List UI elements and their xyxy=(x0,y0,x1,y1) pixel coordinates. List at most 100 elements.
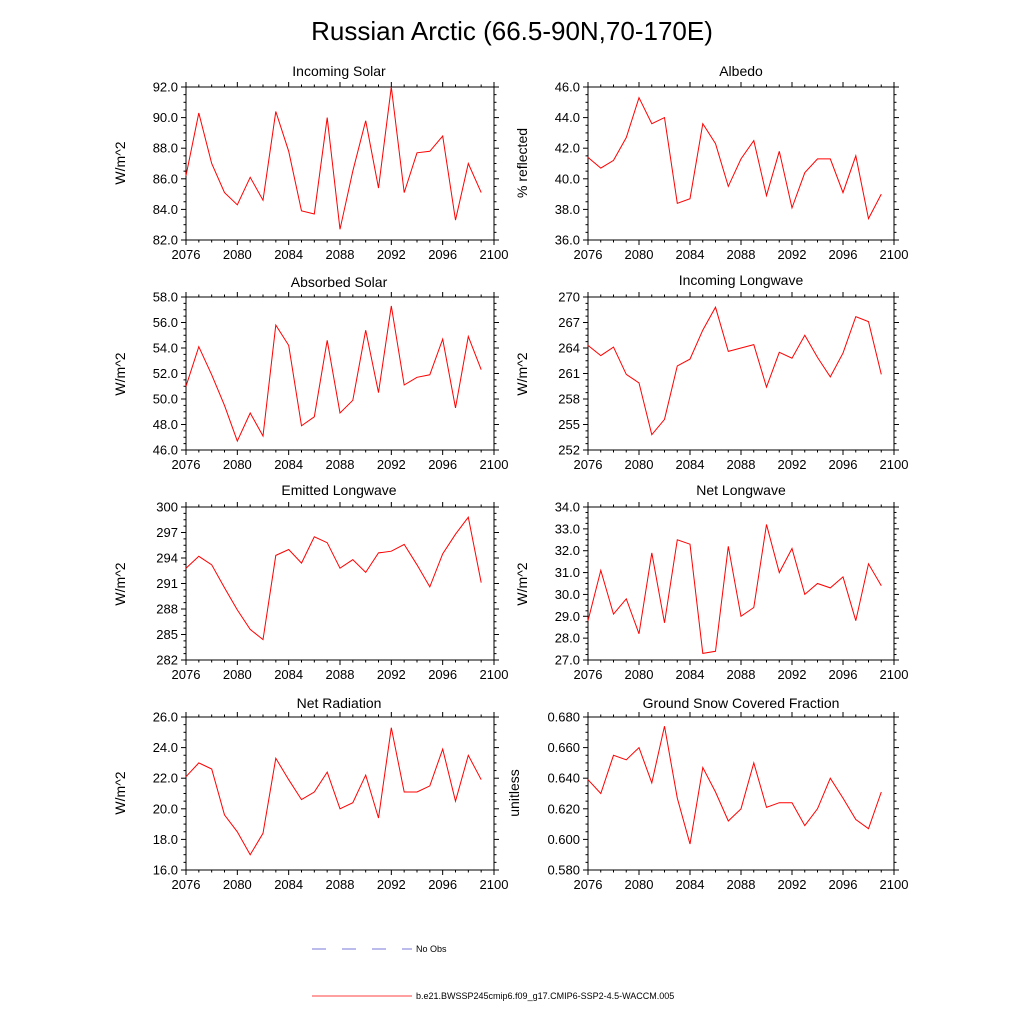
panel-title: Incoming Longwave xyxy=(679,272,804,288)
plot-area: 2076 2080 2084 2088 2092 2096 2100 46.0 48.0 50.0… xyxy=(153,290,509,473)
x-tick-label: 2100 xyxy=(480,877,509,892)
x-tick-label: 2076 xyxy=(172,877,201,892)
y-tick-label: 32.0 xyxy=(555,543,580,558)
panel-title: Incoming Solar xyxy=(292,63,386,79)
y-tick-label: 33.0 xyxy=(555,521,580,536)
plot-frame xyxy=(587,86,895,241)
y-tick-label: 0.620 xyxy=(547,801,580,816)
x-tick-label: 2080 xyxy=(223,457,252,472)
y-tick-label: 42.0 xyxy=(555,141,580,156)
plots: 2076 2080 2084 2088 2092 2096 2100 82.0 84.0 86.0… xyxy=(153,80,909,893)
panel-net-longwave: Net Longwave W/m^2 xyxy=(514,482,786,606)
panel-incoming-solar: Incoming Solar W/m^2 xyxy=(112,63,386,185)
x-tick-label: 2096 xyxy=(428,457,457,472)
panel-title: Albedo xyxy=(719,63,763,79)
y-tick-label: 282 xyxy=(156,653,178,668)
panel-net-radiation: Net Radiation W/m^2 xyxy=(112,695,381,815)
y-tick-label: 0.640 xyxy=(547,771,580,786)
y-tick-label: 56.0 xyxy=(153,315,178,330)
y-tick-label: 86.0 xyxy=(153,171,178,186)
x-tick-label: 2080 xyxy=(625,877,654,892)
plot-area: 2076 2080 2084 2088 2092 2096 2100 0.580 0.600 0.… xyxy=(547,710,908,893)
y-tick-label: 82.0 xyxy=(153,233,178,248)
plot-frame xyxy=(587,716,895,871)
x-tick-label: 2088 xyxy=(326,247,355,262)
y-tick-label: 46.0 xyxy=(555,80,580,95)
x-tick-label: 2076 xyxy=(172,667,201,682)
x-tick-label: 2084 xyxy=(676,247,705,262)
x-tick-label: 2088 xyxy=(727,877,756,892)
x-tick-label: 2096 xyxy=(829,457,858,472)
x-tick-label: 2096 xyxy=(428,877,457,892)
x-tick-label: 2076 xyxy=(574,877,603,892)
y-tick-label: 285 xyxy=(156,627,178,642)
x-tick-label: 2076 xyxy=(574,457,603,472)
x-tick-label: 2096 xyxy=(829,247,858,262)
y-tick-label: 270 xyxy=(558,290,580,305)
y-axis-label: W/m^2 xyxy=(514,562,530,605)
panel-title: Ground Snow Covered Fraction xyxy=(643,695,840,711)
plot-area: 2076 2080 2084 2088 2092 2096 2100 36.0 38.0 40.0… xyxy=(555,80,909,263)
x-tick-label: 2088 xyxy=(326,667,355,682)
panel-incoming-longwave: Incoming Longwave W/m^2 xyxy=(514,272,803,396)
x-tick-label: 2100 xyxy=(480,457,509,472)
y-tick-label: 0.680 xyxy=(547,710,580,725)
x-tick-label: 2100 xyxy=(480,247,509,262)
panel-ground-snow-covered-fraction: Ground Snow Covered Fraction unitless xyxy=(506,695,839,817)
x-tick-label: 2084 xyxy=(274,667,303,682)
x-tick-label: 2080 xyxy=(625,247,654,262)
x-tick-label: 2092 xyxy=(377,877,406,892)
x-tick-label: 2096 xyxy=(428,667,457,682)
panel-title: Emitted Longwave xyxy=(281,482,396,498)
x-tick-label: 2100 xyxy=(880,667,909,682)
y-tick-label: 92.0 xyxy=(153,80,178,95)
y-tick-label: 255 xyxy=(558,417,580,432)
x-tick-label: 2092 xyxy=(377,457,406,472)
panel-title: Net Radiation xyxy=(297,695,382,711)
panel-albedo: Albedo % reflected xyxy=(514,63,763,198)
x-tick-label: 2100 xyxy=(480,667,509,682)
y-axis-label: W/m^2 xyxy=(514,352,530,395)
x-tick-label: 2084 xyxy=(274,457,303,472)
y-tick-label: 258 xyxy=(558,392,580,407)
x-tick-label: 2080 xyxy=(223,247,252,262)
y-tick-label: 31.0 xyxy=(555,565,580,580)
x-tick-label: 2088 xyxy=(727,457,756,472)
series-line xyxy=(587,305,882,436)
legend-label-model: b.e21.BWSSP245cmip6.f09_g17.CMIP6-SSP2-4… xyxy=(416,991,674,1001)
y-tick-label: 90.0 xyxy=(153,110,178,125)
series-line xyxy=(587,524,882,654)
x-tick-label: 2096 xyxy=(829,667,858,682)
series-line xyxy=(185,86,482,230)
y-tick-label: 300 xyxy=(156,500,178,515)
x-tick-label: 2080 xyxy=(625,667,654,682)
y-tick-label: 27.0 xyxy=(555,653,580,668)
y-tick-label: 88.0 xyxy=(153,141,178,156)
y-tick-label: 58.0 xyxy=(153,290,178,305)
y-axis-label: W/m^2 xyxy=(112,562,128,605)
plot-area: 2076 2080 2084 2088 2092 2096 2100 282 285 288 291… xyxy=(156,500,508,683)
x-tick-label: 2092 xyxy=(377,667,406,682)
y-tick-label: 297 xyxy=(156,525,178,540)
x-tick-label: 2092 xyxy=(778,247,807,262)
y-tick-label: 288 xyxy=(156,602,178,617)
y-tick-label: 46.0 xyxy=(153,443,178,458)
y-tick-label: 0.600 xyxy=(547,832,580,847)
x-tick-label: 2084 xyxy=(676,667,705,682)
panel-emitted-longwave: Emitted Longwave W/m^2 xyxy=(112,482,397,606)
y-tick-label: 22.0 xyxy=(153,771,178,786)
y-tick-label: 48.0 xyxy=(153,417,178,432)
x-tick-label: 2096 xyxy=(428,247,457,262)
y-tick-label: 34.0 xyxy=(555,500,580,515)
x-tick-label: 2092 xyxy=(778,457,807,472)
x-tick-label: 2076 xyxy=(172,457,201,472)
plot-frame xyxy=(587,506,895,661)
y-tick-label: 24.0 xyxy=(153,740,178,755)
y-tick-label: 291 xyxy=(156,576,178,591)
series-line xyxy=(185,516,482,641)
y-tick-label: 267 xyxy=(558,315,580,330)
x-tick-label: 2088 xyxy=(326,457,355,472)
panel-title: Absorbed Solar xyxy=(291,274,388,290)
legend: No Obs b.e21.BWSSP245cmip6.f09_g17.CMIP6… xyxy=(312,944,674,1001)
